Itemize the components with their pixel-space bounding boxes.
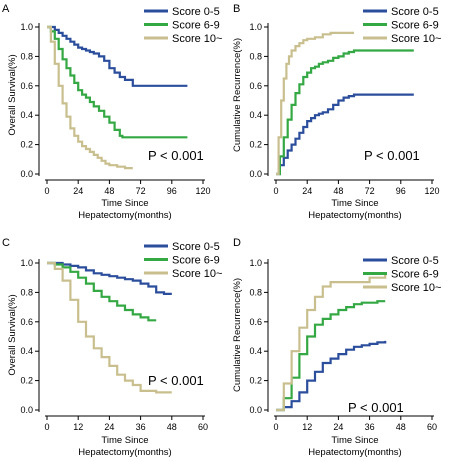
y-tick-label-a: 0.8 <box>20 51 33 61</box>
y-tick-label-c: 0.2 <box>20 376 33 386</box>
series-line-a-2 <box>47 25 188 139</box>
legend-label-d-2: Score 6-9 <box>391 269 439 281</box>
legend-label-d-3: Score 10~ <box>391 282 441 294</box>
x-tick-label-a: 48 <box>104 186 114 196</box>
x-tick-label-a: 24 <box>73 186 83 196</box>
panel-c: C Overall Survival(%) Time Since Hepatec… <box>2 237 222 458</box>
y-tick-label-a: 1.0 <box>20 22 33 32</box>
x-axis-title-line1-a: Time Since <box>101 198 148 209</box>
series-line-d-1 <box>276 340 387 412</box>
y-tick-label-d: 0.4 <box>249 346 262 356</box>
legend-label-c-1: Score 0-5 <box>172 241 220 253</box>
x-axis-title-line1-c: Time Since <box>101 435 148 446</box>
x-axis-title-line1-d: Time Since <box>331 435 378 446</box>
legend-label-a-3: Score 10~ <box>172 33 222 45</box>
p-value-d: P < 0.001 <box>348 400 404 415</box>
y-tick-label-c: 0.0 <box>20 405 33 415</box>
y-tick-label-c: 0.8 <box>20 287 33 297</box>
y-tick-label-c: 1.0 <box>20 258 33 268</box>
x-tick-label-c: 48 <box>167 422 177 432</box>
series-line-a-1 <box>47 25 188 87</box>
x-tick-label-c: 12 <box>73 422 83 432</box>
legend-label-d-1: Score 0-5 <box>391 255 439 267</box>
series-line-b-2 <box>276 49 414 176</box>
legend-label-b-3: Score 10~ <box>391 33 441 45</box>
y-axis-title-c: Overall Survival(%) <box>7 294 18 375</box>
y-tick-label-b: 0.0 <box>249 169 262 179</box>
x-tick-label-c: 0 <box>44 422 49 432</box>
panel-letter-b: B <box>233 3 240 15</box>
x-tick-label-c: 36 <box>136 422 146 432</box>
x-tick-label-c: 60 <box>198 422 208 432</box>
legend-label-b-1: Score 0-5 <box>391 6 439 18</box>
series-line-c-1 <box>47 261 172 295</box>
x-tick-label-c: 24 <box>104 422 114 432</box>
panel-d: D Cumulative Recurrence(%) Time Since He… <box>232 237 441 458</box>
y-tick-label-a: 0.4 <box>20 110 33 120</box>
x-tick-label-a: 0 <box>44 186 49 196</box>
x-tick-label-b: 0 <box>273 186 278 196</box>
y-axis-title-b: Cumulative Recurrence(%) <box>232 38 243 152</box>
series-line-d-3 <box>276 274 387 412</box>
x-tick-label-d: 0 <box>273 422 278 432</box>
x-tick-label-d: 12 <box>302 422 312 432</box>
p-value-b: P < 0.001 <box>364 148 420 163</box>
y-tick-label-d: 0.0 <box>249 405 262 415</box>
series-line-c-2 <box>47 261 157 322</box>
y-axis-title-a: Overall Survival(%) <box>7 54 18 135</box>
x-tick-label-d: 24 <box>333 422 343 432</box>
panel-letter-c: C <box>2 237 10 249</box>
panel-letter-d: D <box>233 237 241 249</box>
y-tick-label-b: 0.2 <box>249 140 262 150</box>
series-line-a-3 <box>47 25 133 170</box>
series-line-b-1 <box>276 93 414 176</box>
x-axis-title-line2-c: Hepatectomy(months) <box>78 447 171 458</box>
legend-label-c-3: Score 10~ <box>172 268 222 280</box>
series-line-d-2 <box>276 300 386 412</box>
x-tick-label-b: 72 <box>365 186 375 196</box>
y-tick-label-c: 0.6 <box>20 317 33 327</box>
y-tick-label-b: 0.6 <box>249 81 262 91</box>
x-tick-label-b: 120 <box>424 186 439 196</box>
y-tick-label-d: 0.2 <box>249 376 262 386</box>
y-tick-label-d: 0.6 <box>249 317 262 327</box>
p-value-c: P < 0.001 <box>148 373 204 388</box>
y-tick-label-b: 0.4 <box>249 110 262 120</box>
panel-a: A Overall Survival(%) Time Since Hepatec… <box>2 3 222 221</box>
x-tick-label-b: 48 <box>333 186 343 196</box>
x-axis-title-line2-b: Hepatectomy(months) <box>308 210 401 221</box>
legend-label-b-2: Score 6-9 <box>391 20 439 32</box>
x-axis-title-line2-d: Hepatectomy(months) <box>308 447 401 458</box>
legend-label-c-2: Score 6-9 <box>172 255 220 267</box>
x-tick-label-a: 72 <box>136 186 146 196</box>
y-tick-label-d: 1.0 <box>249 258 262 268</box>
y-tick-label-b: 1.0 <box>249 22 262 32</box>
x-axis-title-line2-a: Hepatectomy(months) <box>78 210 171 221</box>
y-tick-label-a: 0.0 <box>20 169 33 179</box>
x-tick-label-b: 96 <box>396 186 406 196</box>
p-value-a: P < 0.001 <box>148 148 204 163</box>
x-axis-title-line1-b: Time Since <box>331 198 378 209</box>
y-tick-label-b: 0.8 <box>249 51 262 61</box>
x-tick-label-d: 48 <box>396 422 406 432</box>
legend-label-a-1: Score 0-5 <box>172 6 220 18</box>
y-tick-label-a: 0.6 <box>20 81 33 91</box>
y-tick-label-d: 0.8 <box>249 287 262 297</box>
series-line-c-3 <box>47 261 172 394</box>
y-tick-label-a: 0.2 <box>20 140 33 150</box>
series-line-b-3 <box>276 31 354 176</box>
x-tick-label-d: 60 <box>427 422 437 432</box>
panel-b: B Cumulative Recurrence(%) Time Since He… <box>232 3 441 221</box>
x-tick-label-d: 36 <box>365 422 375 432</box>
panel-letter-a: A <box>2 3 10 15</box>
y-tick-label-c: 0.4 <box>20 346 33 356</box>
y-axis-title-d: Cumulative Recurrence(%) <box>232 278 243 392</box>
legend-label-a-2: Score 6-9 <box>172 20 220 32</box>
x-tick-label-a: 120 <box>195 186 210 196</box>
x-tick-label-b: 24 <box>302 186 312 196</box>
x-tick-label-a: 96 <box>167 186 177 196</box>
